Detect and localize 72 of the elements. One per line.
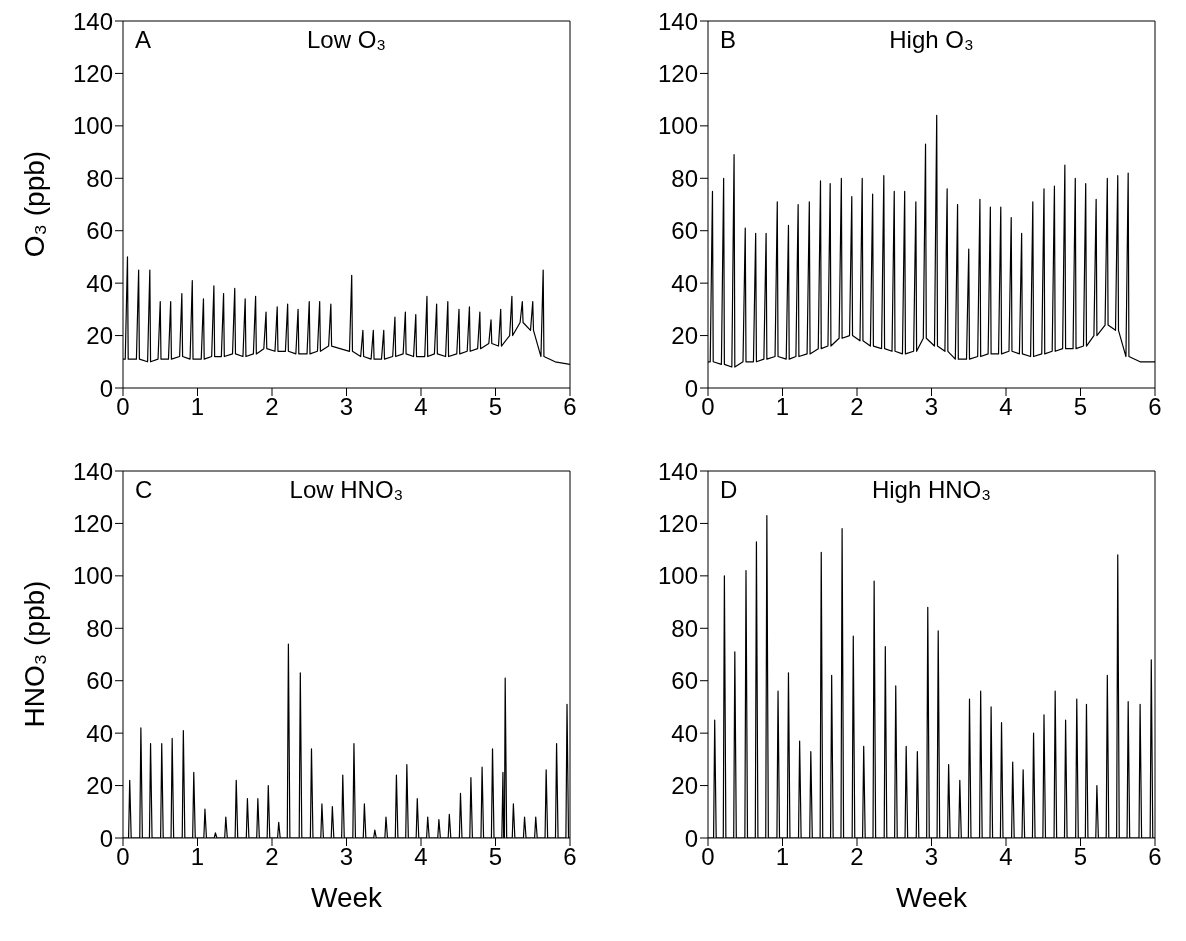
y-tick-label: 100 bbox=[72, 112, 113, 140]
y-tick-label: 80 bbox=[86, 614, 113, 642]
x-tick-label: 0 bbox=[701, 843, 715, 871]
x-axis-title: Week bbox=[310, 882, 383, 914]
x-tick-label: 2 bbox=[265, 393, 279, 421]
x-tick-label: 0 bbox=[116, 843, 130, 871]
y-tick-label: 140 bbox=[72, 7, 113, 35]
x-tick-label: 4 bbox=[999, 843, 1013, 871]
annotation: C bbox=[135, 476, 153, 504]
x-tick-label: 3 bbox=[924, 393, 939, 421]
x-tick-label: 5 bbox=[1073, 843, 1088, 871]
y-tick-label: 20 bbox=[86, 322, 113, 350]
y-tick-label: 120 bbox=[657, 509, 698, 537]
y-tick-label: 120 bbox=[72, 509, 113, 537]
y-tick-label: 40 bbox=[671, 269, 698, 297]
y-tick-label: 0 bbox=[684, 824, 698, 852]
y-tick-label: 100 bbox=[657, 112, 698, 140]
chart-title: High HNO₃ bbox=[871, 476, 992, 504]
y-tick-label: 0 bbox=[99, 824, 113, 852]
y-tick-label: 40 bbox=[671, 719, 698, 747]
y-tick-label: 120 bbox=[657, 59, 698, 87]
x-tick-label: 4 bbox=[999, 393, 1013, 421]
x-tick-label: 1 bbox=[775, 393, 790, 421]
y-axis-title: O₃ (ppb) bbox=[18, 150, 51, 258]
x-tick-label: 5 bbox=[488, 393, 503, 421]
y-tick-label: 80 bbox=[671, 614, 698, 642]
x-tick-label: 6 bbox=[563, 843, 577, 871]
y-tick-label: 40 bbox=[86, 269, 113, 297]
x-tick-label: 3 bbox=[339, 393, 354, 421]
y-tick-label: 80 bbox=[671, 164, 698, 192]
y-tick-label: 140 bbox=[657, 457, 698, 485]
x-tick-label: 5 bbox=[1073, 393, 1088, 421]
chart-title: Low HNO₃ bbox=[289, 476, 404, 504]
x-tick-label: 3 bbox=[339, 843, 354, 871]
annotation: A bbox=[135, 26, 152, 54]
x-tick-label: 6 bbox=[1148, 393, 1162, 421]
y-tick-label: 60 bbox=[86, 667, 113, 695]
y-tick-label: 100 bbox=[72, 562, 113, 590]
x-tick-label: 2 bbox=[850, 843, 864, 871]
y-tick-label: 120 bbox=[72, 59, 113, 87]
y-tick-label: 20 bbox=[86, 772, 113, 800]
y-axis-title: HNO₃ (ppb) bbox=[18, 580, 51, 728]
y-tick-label: 60 bbox=[86, 217, 113, 245]
y-tick-label: 20 bbox=[671, 772, 698, 800]
annotation: B bbox=[720, 26, 737, 54]
x-tick-label: 1 bbox=[775, 843, 790, 871]
y-tick-label: 80 bbox=[86, 164, 113, 192]
y-tick-label: 0 bbox=[684, 374, 698, 402]
y-tick-label: 40 bbox=[86, 719, 113, 747]
x-tick-label: 0 bbox=[701, 393, 715, 421]
y-tick-label: 140 bbox=[72, 457, 113, 485]
y-tick-label: 140 bbox=[657, 7, 698, 35]
x-tick-label: 3 bbox=[924, 843, 939, 871]
y-tick-label: 20 bbox=[671, 322, 698, 350]
x-tick-label: 2 bbox=[265, 843, 279, 871]
x-tick-label: 0 bbox=[116, 393, 130, 421]
x-tick-label: 6 bbox=[1148, 843, 1162, 871]
x-tick-label: 1 bbox=[190, 843, 205, 871]
y-tick-label: 0 bbox=[99, 374, 113, 402]
x-tick-label: 6 bbox=[563, 393, 577, 421]
x-tick-label: 5 bbox=[488, 843, 503, 871]
x-tick-label: 4 bbox=[414, 843, 428, 871]
x-axis-title: Week bbox=[895, 882, 968, 914]
y-tick-label: 100 bbox=[657, 562, 698, 590]
y-tick-label: 60 bbox=[671, 667, 698, 695]
y-tick-label: 60 bbox=[671, 217, 698, 245]
chart-title: Low O₃ bbox=[306, 26, 387, 54]
x-tick-label: 2 bbox=[850, 393, 864, 421]
annotation: D bbox=[720, 476, 738, 504]
x-tick-label: 4 bbox=[414, 393, 428, 421]
chart-title: High O₃ bbox=[889, 26, 974, 54]
x-tick-label: 1 bbox=[190, 393, 205, 421]
